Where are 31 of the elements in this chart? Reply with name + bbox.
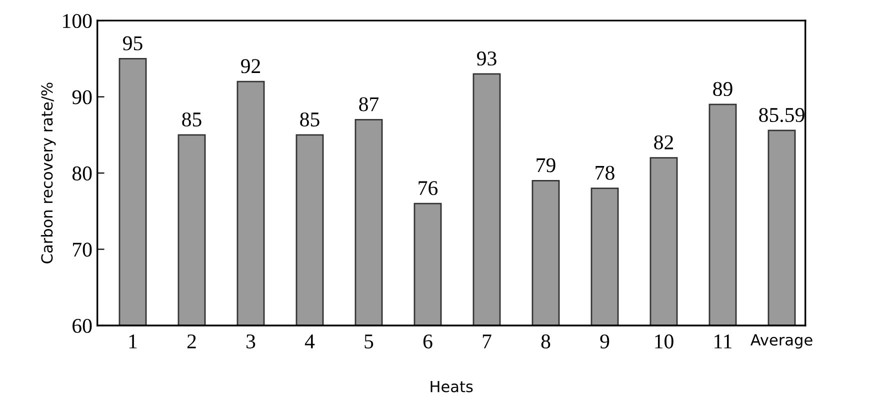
x-tick-label: 3 — [246, 334, 256, 348]
data-label: 92 — [241, 59, 260, 74]
data-label: 85.59 — [759, 108, 804, 122]
data-label: 85 — [182, 112, 202, 127]
x-axis-title: Heats — [430, 380, 473, 392]
y-tick-label: 70 — [73, 242, 92, 257]
data-label: 79 — [536, 158, 556, 172]
data-label: 87 — [359, 97, 379, 112]
data-label: 89 — [713, 82, 732, 96]
x-tick-label: 7 — [482, 334, 492, 348]
x-tick-label: 6 — [423, 334, 432, 348]
y-tick-label: 80 — [72, 166, 92, 180]
x-tick-label: Average — [750, 334, 812, 349]
data-label: 82 — [654, 135, 674, 150]
x-tick-label: 4 — [304, 334, 315, 348]
y-tick-label: 60 — [72, 318, 92, 333]
x-tick-label: 11 — [714, 334, 732, 348]
x-tick-label: 9 — [600, 334, 610, 348]
y-axis-title: Carbon recovery rate/% — [40, 82, 56, 264]
y-tick-label: 90 — [72, 90, 92, 104]
data-label: 85 — [300, 112, 320, 127]
x-tick-label: 1 — [129, 334, 137, 348]
x-tick-label: 2 — [187, 334, 196, 348]
data-label: 76 — [418, 181, 438, 196]
data-label: 95 — [123, 36, 142, 50]
y-tick-label: 100 — [63, 14, 92, 28]
data-label: 78 — [596, 166, 614, 180]
x-tick-label: 8 — [541, 334, 550, 348]
x-tick-label: 5 — [364, 334, 374, 348]
x-tick-label: 10 — [655, 334, 674, 348]
data-label: 93 — [477, 52, 496, 66]
